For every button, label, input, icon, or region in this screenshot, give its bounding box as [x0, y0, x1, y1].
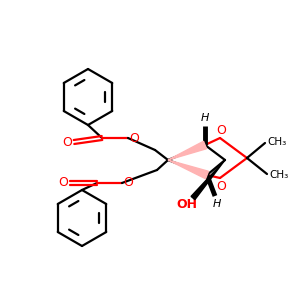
Text: O: O	[62, 136, 72, 148]
Text: O: O	[216, 124, 226, 136]
Polygon shape	[168, 141, 206, 160]
Text: O: O	[123, 176, 133, 190]
Text: O: O	[58, 176, 68, 190]
Text: H: H	[201, 113, 209, 123]
Polygon shape	[168, 160, 208, 179]
Text: O: O	[129, 131, 139, 145]
Text: O: O	[216, 179, 226, 193]
Text: OH: OH	[176, 199, 197, 212]
Text: CH₃: CH₃	[267, 137, 286, 147]
Text: H: H	[213, 199, 221, 209]
Text: CH₃: CH₃	[269, 170, 288, 180]
Polygon shape	[191, 160, 225, 200]
